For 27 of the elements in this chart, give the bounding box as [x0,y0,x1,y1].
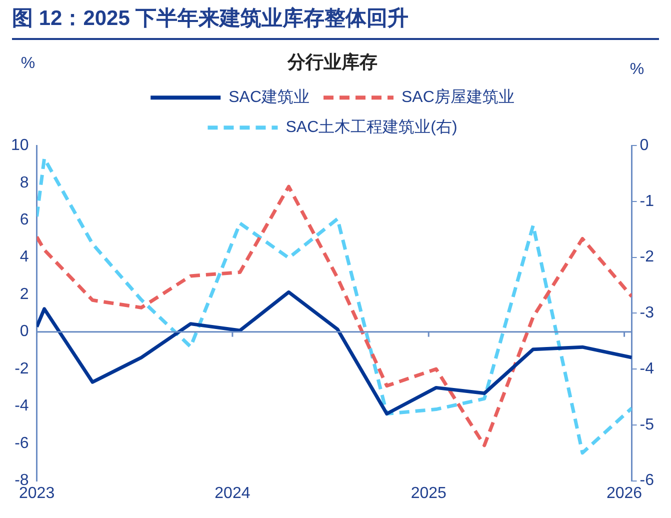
chart-subtitle: 分行业库存 [286,52,378,72]
y-tick-label: 4 [20,248,29,266]
y-tick-label: 0 [20,323,29,340]
y2-axis-title: % [630,61,644,78]
y-tick-label: 10 [11,137,29,154]
y2-tick-label: -1 [640,192,654,210]
y-tick-label: 6 [20,211,29,228]
y-tick-label: -2 [14,360,29,378]
y2-tick-label: -5 [640,416,654,434]
legend-label: SAC土木工程建筑业(右) [286,118,458,136]
y-tick-label: 8 [20,174,29,192]
y2-tick-label: 0 [640,137,649,154]
chart-title: 图 12：2025 下半年来建筑业库存整体回升 [12,4,659,40]
x-tick-label: 2023 [19,484,55,502]
y2-tick-label: -3 [640,304,654,322]
y-axis-title: % [20,55,36,72]
y-tick-label: -6 [14,434,29,452]
y-tick-label: -4 [14,398,29,415]
legend-label: SAC房屋建筑业 [402,88,514,106]
x-tick-label: 2026 [606,484,642,502]
legend-label: SAC建筑业 [228,88,310,106]
y2-tick-label: -6 [640,472,654,490]
y2-tick-label: -4 [640,360,654,378]
y-tick-label: 2 [20,286,29,303]
x-tick-label: 2024 [214,484,250,502]
x-tick-label: 2025 [410,484,447,502]
y2-tick-label: -2 [640,248,654,266]
